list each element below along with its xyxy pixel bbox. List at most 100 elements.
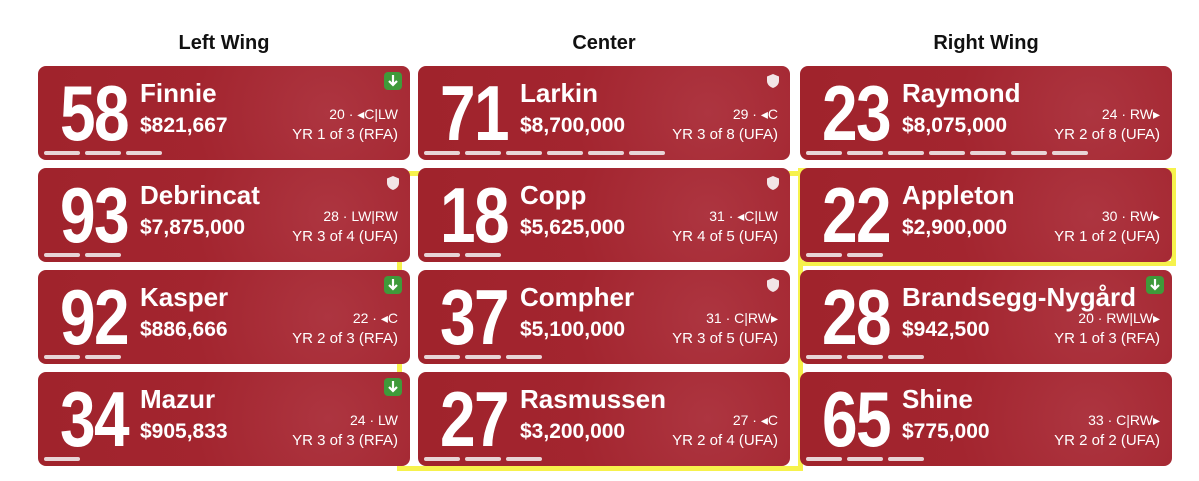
player-contract: YR 2 of 4 (UFA) [672, 432, 778, 449]
contract-segment [847, 253, 883, 257]
contract-segment [847, 355, 883, 359]
player-salary: $2,900,000 [902, 216, 1008, 239]
contract-segment [629, 151, 665, 155]
badge-icon [767, 278, 779, 292]
player-salary: $8,700,000 [520, 114, 626, 137]
jersey-number: 23 [822, 69, 892, 157]
player-salary: $8,075,000 [902, 114, 1008, 137]
contract-segment [85, 355, 121, 359]
contract-segment [465, 253, 501, 257]
contract-segment [44, 253, 80, 257]
player-contract: YR 1 of 3 (RFA) [1054, 330, 1160, 347]
status-badge [764, 72, 782, 90]
player-detail: 24 · LW [350, 412, 398, 428]
jersey-number: 58 [60, 69, 130, 157]
contract-segment [506, 355, 542, 359]
column-title: Right Wing [933, 32, 1039, 54]
contract-segment [465, 355, 501, 359]
contract-segment [424, 253, 460, 257]
player-card[interactable]: 23 Raymond $8,075,000 24 · RW▸ YR 2 of 8 (UF… [800, 66, 1172, 160]
contract-segment [806, 151, 842, 155]
status-badge [384, 174, 402, 192]
player-salary: $905,833 [140, 420, 228, 443]
player-detail: 31 · ◂C|LW [709, 208, 778, 224]
contract-segment [847, 151, 883, 155]
player-detail: 27 · ◂C [732, 412, 778, 428]
player-salary: $7,875,000 [140, 216, 246, 239]
player-name: Larkin [520, 78, 599, 108]
contract-segment [424, 457, 460, 461]
badge-icon [387, 176, 399, 190]
contract-segment [506, 151, 542, 155]
contract-segment [126, 151, 162, 155]
player-name: Copp [520, 180, 587, 210]
contract-segment [806, 355, 842, 359]
contract-segment [806, 457, 842, 461]
player-name: Kasper [140, 282, 229, 312]
player-card[interactable]: 28 Brandsegg-Nygård $942,500 20 · RW|LW▸ YR … [800, 270, 1172, 364]
jersey-number: 18 [440, 171, 510, 259]
status-badge [384, 276, 402, 294]
contract-segment [465, 457, 501, 461]
player-name: Raymond [902, 78, 1021, 108]
contract-segment [44, 457, 80, 461]
player-card[interactable]: 71 Larkin $8,700,000 29 · ◂C YR 3 of 8 (UFA) [418, 66, 790, 160]
player-detail: 30 · RW▸ [1101, 208, 1160, 224]
badge-icon [767, 176, 779, 190]
player-card[interactable]: 37 Compher $5,100,000 31 · C|RW▸ YR 3 of 5 (… [418, 270, 790, 364]
player-contract: YR 1 of 2 (UFA) [1054, 228, 1160, 245]
column-title: Left Wing [178, 32, 270, 54]
player-detail: 24 · RW▸ [1101, 106, 1160, 122]
player-name: Rasmussen [520, 384, 666, 414]
player-detail: 20 · ◂C|LW [329, 106, 398, 122]
player-card[interactable]: 92 Kasper $886,666 22 · ◂C YR 2 of 3 (RFA) [38, 270, 410, 364]
status-badge [1146, 276, 1164, 294]
contract-segment [1011, 151, 1047, 155]
contract-segment [888, 355, 924, 359]
player-card[interactable]: 65 Shine $775,000 33 · C|RW▸ YR 2 of 2 (UFA) [800, 372, 1172, 466]
player-name: Brandsegg-Nygård [902, 282, 1137, 312]
badge-icon [388, 75, 398, 87]
player-contract: YR 2 of 8 (UFA) [1054, 126, 1160, 143]
status-badge [764, 174, 782, 192]
jersey-number: 34 [60, 375, 130, 463]
jersey-number: 27 [440, 375, 510, 463]
player-salary: $942,500 [902, 318, 990, 341]
player-card[interactable]: 34 Mazur $905,833 24 · LW YR 3 of 3 (RFA) [38, 372, 410, 466]
player-card[interactable]: 58 Finnie $821,667 20 · ◂C|LW YR 1 of 3 (RFA… [38, 66, 410, 160]
player-contract: YR 1 of 3 (RFA) [292, 126, 398, 143]
player-contract: YR 3 of 4 (UFA) [292, 228, 398, 245]
player-salary: $5,100,000 [520, 318, 626, 341]
player-detail: 22 · ◂C [352, 310, 398, 326]
player-detail: 31 · C|RW▸ [706, 310, 778, 326]
contract-segment [85, 253, 121, 257]
player-card[interactable]: 93 Debrincat $7,875,000 28 · LW|RW YR 3 of 4… [38, 168, 410, 262]
jersey-number: 92 [60, 273, 130, 361]
player-name: Finnie [140, 78, 217, 108]
contract-segment [465, 151, 501, 155]
contract-segment [44, 355, 80, 359]
jersey-number: 28 [822, 273, 892, 361]
column-title: Center [572, 32, 636, 54]
contract-segment [424, 355, 460, 359]
jersey-number: 22 [822, 171, 892, 259]
player-name: Mazur [140, 384, 216, 414]
contract-segment [847, 457, 883, 461]
player-name: Debrincat [140, 180, 260, 210]
jersey-number: 93 [60, 171, 130, 259]
contract-segment [506, 457, 542, 461]
jersey-number: 37 [440, 273, 510, 361]
badge-icon [767, 74, 779, 88]
player-salary: $5,625,000 [520, 216, 626, 239]
player-card[interactable]: 22 Appleton $2,900,000 30 · RW▸ YR 1 of 2 (U… [800, 168, 1172, 262]
player-card[interactable]: 27 Rasmussen $3,200,000 27 · ◂C YR 2 of 4 (U… [418, 372, 790, 466]
contract-segment [44, 151, 80, 155]
player-salary: $886,666 [140, 318, 228, 341]
status-badge [384, 378, 402, 396]
player-card[interactable]: 18 Copp $5,625,000 31 · ◂C|LW YR 4 of 5 (UFA… [418, 168, 790, 262]
jersey-number: 65 [822, 375, 892, 463]
badge-icon [388, 279, 398, 291]
contract-segment [970, 151, 1006, 155]
contract-segment [424, 151, 460, 155]
